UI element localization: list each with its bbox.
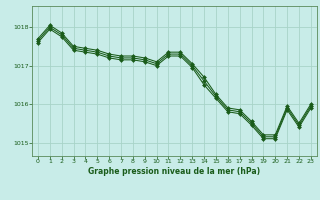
X-axis label: Graphe pression niveau de la mer (hPa): Graphe pression niveau de la mer (hPa) [88, 167, 260, 176]
